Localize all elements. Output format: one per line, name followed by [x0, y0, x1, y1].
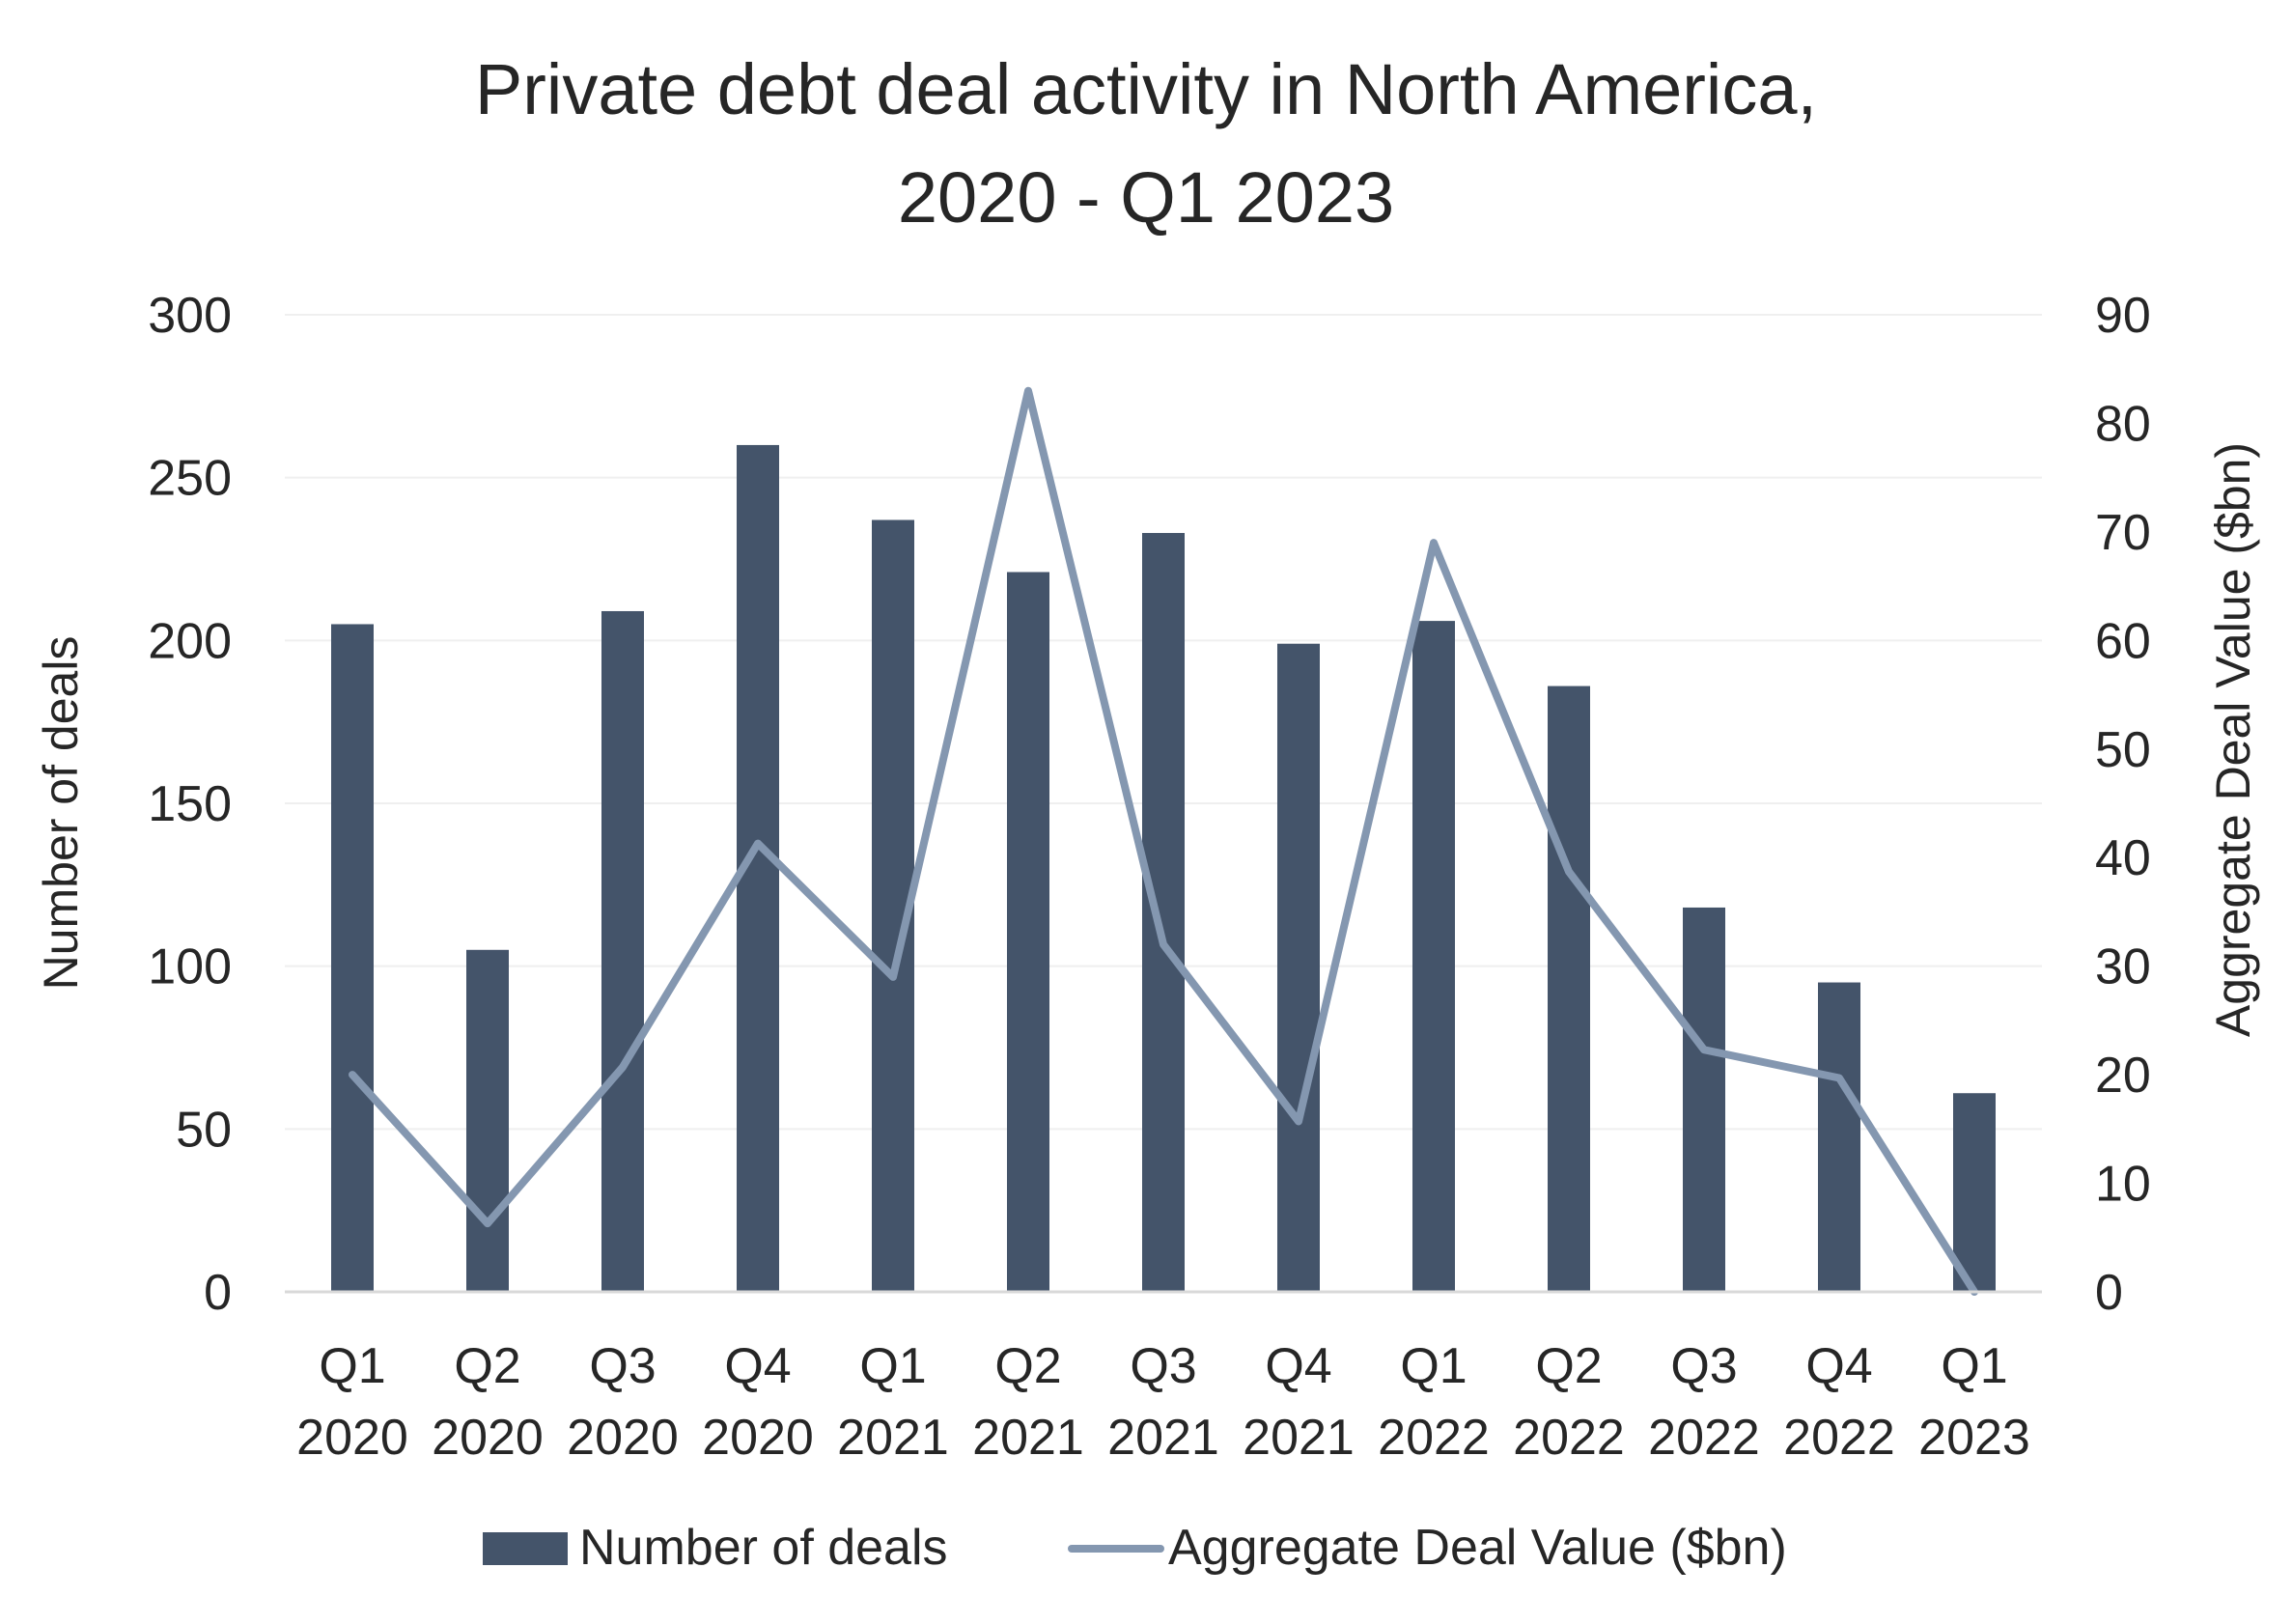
- chart-title: Private debt deal activity in North Amer…: [475, 49, 1817, 238]
- y-left-tick-label: 100: [148, 939, 232, 995]
- y-left-tick-label: 150: [148, 776, 232, 832]
- chart-title-line-1: Private debt deal activity in North Amer…: [475, 49, 1817, 129]
- y-left-tick-label: 0: [204, 1265, 232, 1321]
- x-tick-label-year: 2021: [1243, 1410, 1355, 1466]
- x-tick-label-quarter: Q4: [1265, 1338, 1331, 1394]
- x-tick-label-year: 2022: [1648, 1410, 1760, 1466]
- y-right-tick-label: 50: [2095, 722, 2151, 778]
- y-right-tick-label: 10: [2095, 1157, 2151, 1213]
- bar-number-of-deals: [466, 949, 509, 1292]
- bar-number-of-deals: [1548, 686, 1590, 1292]
- x-tick-label-quarter: Q2: [1535, 1338, 1602, 1394]
- x-tick-label-quarter: Q3: [1670, 1338, 1737, 1394]
- legend-label-aggregate-deal-value: Aggregate Deal Value ($bn): [1168, 1520, 1787, 1576]
- legend-label-number-of-deals: Number of deals: [579, 1520, 948, 1576]
- bar-series-number-of-deals: [331, 444, 1996, 1292]
- legend: Number of deals Aggregate Deal Value ($b…: [483, 1520, 1787, 1576]
- x-tick-label-year: 2022: [1513, 1410, 1625, 1466]
- x-tick-label-year: 2020: [296, 1410, 408, 1466]
- x-tick-label-quarter: Q1: [1400, 1338, 1467, 1394]
- line-aggregate-deal-value: [349, 386, 1978, 1296]
- bar-number-of-deals: [1277, 643, 1320, 1292]
- y-axis-left-title: Number of deals: [34, 636, 88, 991]
- bar-number-of-deals: [1412, 621, 1455, 1292]
- x-tick-label-year: 2021: [972, 1410, 1084, 1466]
- bar-number-of-deals: [331, 624, 374, 1292]
- x-tick-label-year: 2020: [702, 1410, 814, 1466]
- y-right-tick-label: 0: [2095, 1265, 2123, 1321]
- x-tick-label-year: 2023: [1918, 1410, 2030, 1466]
- y-left-tick-label: 200: [148, 613, 232, 669]
- y-axis-right-title: Aggregate Deal Value ($bn): [2206, 442, 2260, 1037]
- bar-number-of-deals: [601, 610, 644, 1292]
- x-tick-label-year: 2022: [1783, 1410, 1895, 1466]
- chart-title-line-2: 2020 - Q1 2023: [898, 157, 1394, 238]
- y-right-tick-label: 60: [2095, 613, 2151, 669]
- y-right-tick-label: 80: [2095, 396, 2151, 452]
- x-tick-label-year: 2021: [1107, 1410, 1219, 1466]
- y-right-tick-label: 40: [2095, 830, 2151, 886]
- x-tick-label-quarter: Q1: [859, 1338, 926, 1394]
- y-right-tick-label: 90: [2095, 288, 2151, 344]
- x-tick-label-quarter: Q3: [1130, 1338, 1196, 1394]
- line-series-aggregate-deal-value: [349, 386, 1978, 1296]
- bar-number-of-deals: [1953, 1093, 1996, 1292]
- bar-number-of-deals: [1818, 982, 1860, 1292]
- x-tick-label-quarter: Q1: [1941, 1338, 2007, 1394]
- bar-number-of-deals: [1142, 533, 1185, 1292]
- x-tick-label-quarter: Q1: [319, 1338, 385, 1394]
- x-tick-label-quarter: Q4: [1805, 1338, 1872, 1394]
- y-right-tick-label: 20: [2095, 1048, 2151, 1104]
- x-tick-label-quarter: Q3: [589, 1338, 656, 1394]
- legend-swatch-number-of-deals: [483, 1532, 568, 1565]
- axes: 0 50 100 150 200 250 300 0 10 20 30 40 50 60 70 80 90 Q1 2…: [148, 288, 2151, 1466]
- y-left-tick-label: 250: [148, 451, 232, 507]
- x-tick-label-year: 2020: [567, 1410, 679, 1466]
- x-tick-label-quarter: Q4: [724, 1338, 791, 1394]
- y-left-tick-label: 50: [176, 1102, 232, 1158]
- bar-number-of-deals: [1007, 572, 1049, 1292]
- y-right-tick-label: 70: [2095, 505, 2151, 561]
- x-tick-label-year: 2020: [432, 1410, 544, 1466]
- y-right-tick-label: 30: [2095, 939, 2151, 995]
- x-tick-label-year: 2021: [837, 1410, 949, 1466]
- x-tick-label-year: 2022: [1378, 1410, 1490, 1466]
- x-tick-label-quarter: Q2: [994, 1338, 1061, 1394]
- bar-number-of-deals: [1683, 907, 1725, 1292]
- x-tick-label-quarter: Q2: [454, 1338, 520, 1394]
- y-left-tick-label: 300: [148, 288, 232, 344]
